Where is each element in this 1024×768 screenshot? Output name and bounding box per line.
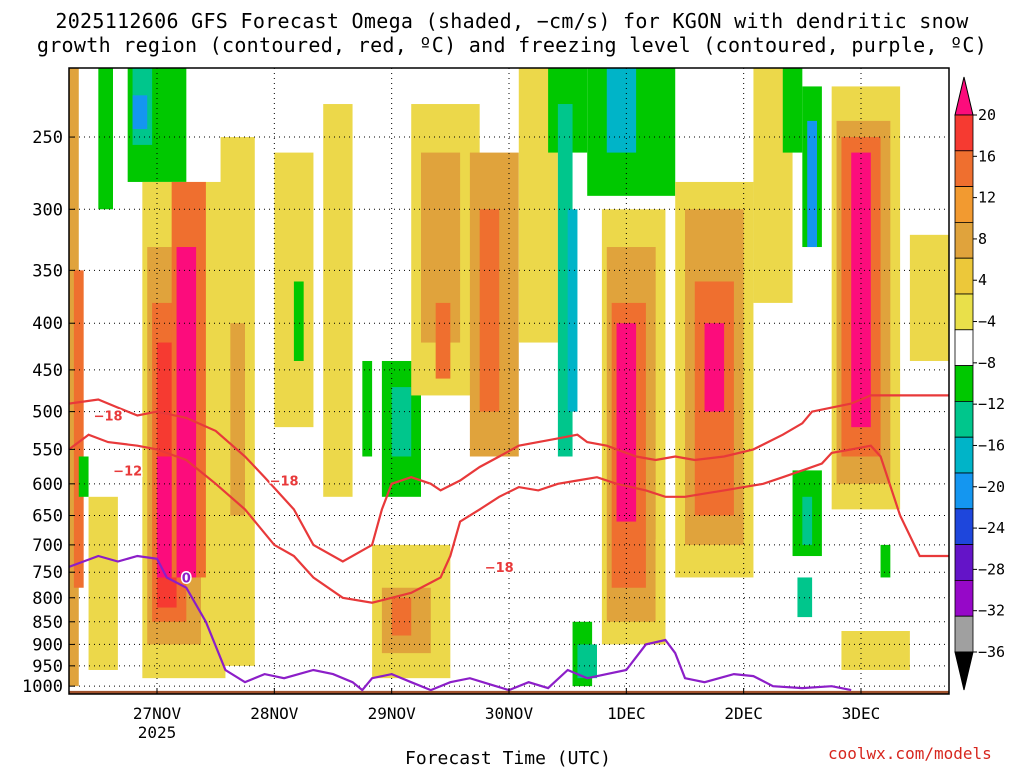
y-tick-label: 650 (32, 507, 63, 527)
y-tick-label: 500 (32, 403, 63, 423)
colorbar-swatch (954, 329, 974, 366)
omega-cell (782, 68, 803, 153)
contour-line (68, 394, 949, 563)
y-tick-label: 250 (32, 128, 63, 148)
colorbar-swatch (954, 580, 974, 617)
omega-cell (323, 104, 353, 497)
contour-label: 0 (182, 571, 191, 586)
x-axis-label: Forecast Time (UTC) (405, 748, 611, 768)
contour-label: −12 (113, 464, 142, 479)
colorbar-label: 4 (978, 271, 987, 289)
credit-text: coolwx.com/models (828, 744, 992, 763)
omega-cell (606, 68, 637, 153)
y-tick-label: 700 (32, 536, 63, 556)
omega-cell (132, 95, 148, 130)
x-tick-label: 2DEC (724, 704, 763, 723)
omega-cell (567, 209, 578, 412)
omega-cell (435, 302, 451, 379)
omega-cell (807, 120, 817, 248)
x-tick-label: 28NOV (250, 704, 299, 723)
y-tick-label: 600 (32, 475, 63, 495)
y-tick-label: 1000 (22, 677, 63, 697)
colorbar-swatch (954, 186, 974, 223)
y-tick-label: 800 (32, 589, 63, 609)
omega-cell (78, 456, 89, 497)
colorbar-top-arrow (954, 76, 974, 116)
omega-cell (391, 387, 412, 457)
omega-cell (841, 630, 910, 670)
omega-cell (851, 152, 871, 428)
omega-cell (362, 360, 373, 457)
colorbar-label: −16 (978, 436, 1005, 454)
colorbar-swatch (954, 436, 974, 474)
omega-cell (909, 234, 949, 361)
omega-cell (176, 247, 197, 578)
colorbar-swatch (954, 472, 974, 510)
contour-label: −18 (94, 410, 123, 425)
omega-cell (98, 68, 113, 210)
omega-cell (479, 209, 500, 412)
omega-cell (88, 496, 118, 670)
omega-cell (391, 597, 412, 636)
y-tick-label: 950 (32, 657, 63, 677)
y-tick-label: 300 (32, 200, 63, 220)
omega-cell (157, 456, 172, 578)
colorbar-label: −36 (978, 643, 1005, 661)
colorbar-swatch (954, 400, 974, 438)
y-tick-label: 750 (32, 563, 63, 583)
contour-label: −18 (485, 561, 514, 576)
x-tick-sublabel: 2025 (138, 723, 177, 742)
colorbar-swatch (954, 257, 974, 295)
contour-label: −18 (270, 475, 299, 490)
x-tick-label: 30NOV (485, 704, 534, 723)
omega-cell (293, 281, 304, 361)
contour-line (68, 433, 949, 604)
colorbar-label: 16 (978, 147, 996, 165)
colorbar-label: −8 (978, 354, 996, 372)
y-tick-label: 450 (32, 361, 63, 381)
colorbar-swatch (954, 508, 974, 545)
omega-cell (655, 539, 666, 645)
colorbar-label: 8 (978, 230, 987, 248)
colorbar-swatch (954, 615, 974, 653)
x-tick-label: 3DEC (842, 704, 881, 723)
colorbar-swatch (954, 150, 974, 188)
y-tick-label: 400 (32, 314, 63, 334)
colorbar-swatch (954, 114, 974, 152)
omega-cell (616, 323, 637, 522)
colorbar-swatch (954, 544, 974, 581)
colorbar-label: 20 (978, 106, 996, 124)
omega-cell (802, 496, 813, 545)
colorbar-label: −12 (978, 395, 1005, 413)
colorbar-swatch (954, 293, 974, 331)
colorbar-swatch (954, 365, 974, 402)
omega-cell (73, 270, 84, 588)
y-tick-label: 850 (32, 613, 63, 633)
colorbar-label: −32 (978, 602, 1005, 620)
chart-title-line2: growth region (contoured, red, ºC) and f… (36, 33, 988, 57)
omega-cell (880, 544, 891, 578)
omega-cell (704, 323, 725, 412)
colorbar-label: 12 (978, 189, 996, 207)
chart-title-line1: 2025112606 GFS Forecast Omega (shaded, −… (55, 9, 969, 33)
colorbar-label: −24 (978, 519, 1005, 537)
y-tick-label: 350 (32, 261, 63, 281)
omega-cell (577, 644, 597, 679)
x-tick-label: 29NOV (368, 704, 417, 723)
colorbar-label: −4 (978, 313, 996, 331)
y-tick-label: 550 (32, 440, 63, 460)
y-tick-label: 900 (32, 635, 63, 655)
omega-cell (230, 323, 245, 516)
x-tick-label: 1DEC (607, 704, 646, 723)
colorbar-swatch (954, 221, 974, 259)
colorbar-label: −28 (978, 560, 1005, 578)
x-tick-label: 27NOV (133, 704, 182, 723)
colorbar-bottom-arrow (954, 651, 974, 691)
contour-line (68, 554, 852, 692)
colorbar-label: −20 (978, 478, 1005, 496)
